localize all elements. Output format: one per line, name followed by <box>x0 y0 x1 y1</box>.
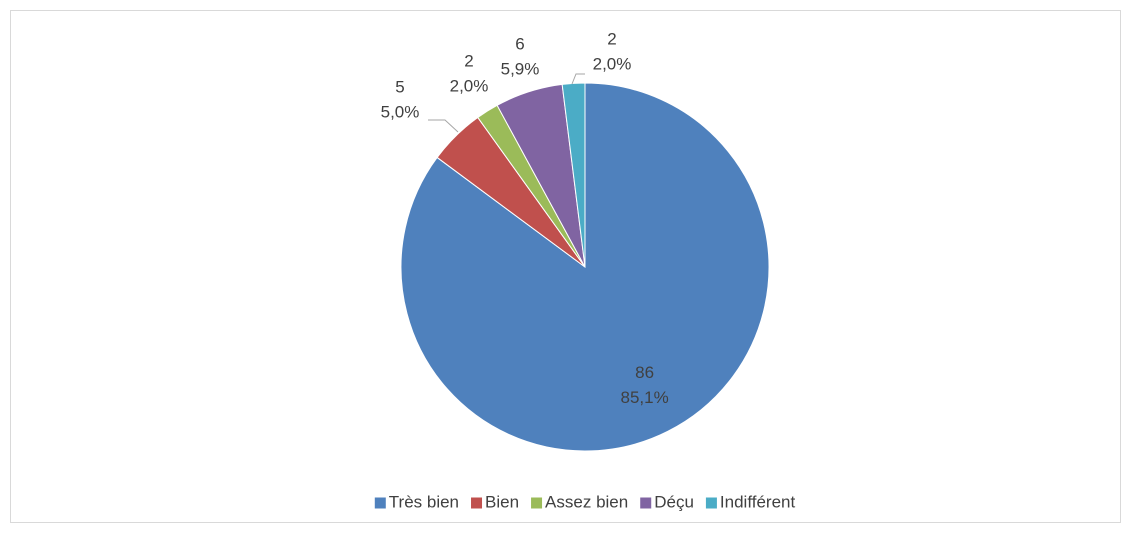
data-label-count: 86 <box>635 363 654 382</box>
data-label-count: 2 <box>607 29 616 48</box>
data-label-percent: 85,1% <box>620 388 668 407</box>
pie-slice <box>561 82 586 268</box>
legend-label: Indifférent <box>720 492 796 511</box>
chart-border <box>10 10 1121 523</box>
legend-label: Très bien <box>389 492 459 511</box>
legend-label: Bien <box>485 492 519 511</box>
legend-label: Déçu <box>654 492 694 511</box>
legend-swatch <box>531 497 543 509</box>
leader-line <box>571 73 585 85</box>
data-label-count: 5 <box>395 77 404 96</box>
leader-line <box>428 119 459 133</box>
data-label-percent: 2,0% <box>450 76 489 95</box>
data-label-count: 6 <box>515 34 524 53</box>
legend-swatch <box>374 497 386 509</box>
data-label-percent: 2,0% <box>593 54 632 73</box>
data-label-percent: 5,9% <box>501 59 540 78</box>
legend-swatch <box>471 497 483 509</box>
data-label-percent: 5,0% <box>381 102 420 121</box>
legend-swatch <box>640 497 652 509</box>
legend-swatch <box>705 497 717 509</box>
legend-label: Assez bien <box>545 492 628 511</box>
data-label-count: 2 <box>464 51 473 70</box>
